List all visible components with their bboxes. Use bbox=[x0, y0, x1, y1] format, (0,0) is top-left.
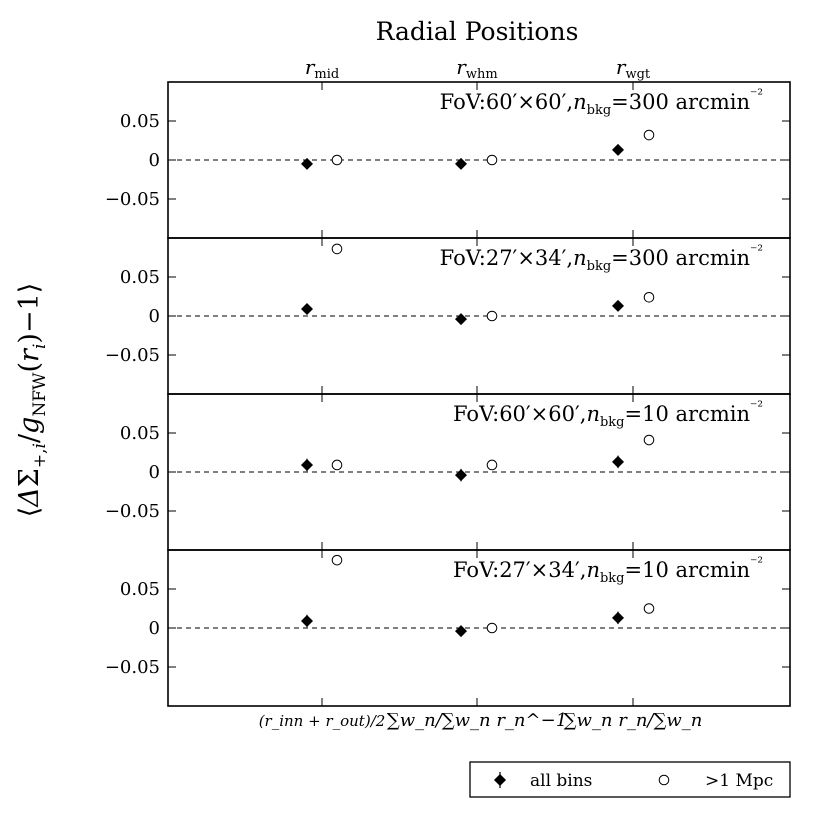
y-tick-label: 0.05 bbox=[120, 423, 160, 444]
diamond-marker bbox=[455, 157, 467, 170]
all-bins-point bbox=[301, 614, 313, 628]
y-tick-label: −0.05 bbox=[105, 501, 160, 522]
all-bins-point bbox=[301, 302, 313, 315]
y-tick-label: −0.05 bbox=[105, 189, 160, 210]
diamond-marker bbox=[455, 469, 467, 482]
diamond-marker bbox=[301, 302, 313, 315]
all-bins-point bbox=[612, 143, 624, 156]
y-tick-label: 0.05 bbox=[120, 111, 160, 132]
all-bins-point bbox=[301, 458, 313, 472]
diamond-marker bbox=[612, 611, 624, 624]
gt1mpc-point bbox=[331, 243, 343, 255]
legend: all bins >1 Mpc bbox=[469, 761, 791, 798]
diamond-marker bbox=[301, 458, 313, 471]
diamond-marker bbox=[301, 157, 313, 170]
panel-1: 0.05 0 −0.05 FoV:60′×60′,nbkg=300 arcmin⁻² bbox=[105, 81, 791, 239]
diamond-marker bbox=[301, 614, 313, 627]
gt1mpc-point bbox=[331, 459, 343, 471]
y-axis-label: ⟨ΔΣ+,i/gNFW(ri)−1⟩ bbox=[14, 283, 50, 518]
y-tick-label: 0 bbox=[149, 306, 160, 327]
gt1mpc-point bbox=[331, 554, 343, 566]
gt1mpc-point bbox=[643, 129, 655, 141]
gt1mpc-point bbox=[486, 154, 498, 166]
panel-4: 0.05 0 −0.05 FoV:27′×34′,nbkg=10 arcmin⁻² bbox=[105, 549, 791, 707]
chart-title: Radial Positions bbox=[376, 17, 579, 46]
diamond-marker bbox=[612, 143, 624, 156]
top-tick-label: rmid bbox=[305, 55, 339, 82]
all-bins-point bbox=[455, 157, 467, 170]
y-tick-label: 0 bbox=[149, 150, 160, 171]
legend-frame bbox=[469, 761, 791, 798]
top-tick-label: rwhm bbox=[456, 55, 497, 82]
diamond-marker bbox=[455, 313, 467, 326]
panel-2: 0.05 0 −0.05 FoV:27′×34′,nbkg=300 arcmin⁻² bbox=[105, 237, 791, 395]
legend-all-bins-label: all bins bbox=[530, 771, 592, 791]
diamond-marker bbox=[612, 455, 624, 468]
gt1mpc-point bbox=[486, 310, 498, 322]
diamond-marker bbox=[612, 299, 624, 312]
top-tick-label: rwgt bbox=[616, 55, 651, 82]
all-bins-point bbox=[612, 611, 624, 625]
diamond-marker bbox=[455, 625, 467, 638]
legend-gt1mpc-label: >1 Mpc bbox=[705, 771, 773, 791]
gt1mpc-point bbox=[486, 622, 498, 634]
gt1mpc-point bbox=[643, 603, 655, 614]
gt1mpc-point bbox=[486, 459, 498, 471]
y-tick-label: 0.05 bbox=[120, 267, 160, 288]
top-tick-labels: rmid rwhm rwgt bbox=[305, 55, 651, 82]
legend-gt1mpc-marker bbox=[658, 774, 670, 786]
all-bins-point bbox=[612, 455, 624, 469]
bottom-tick-label: (r_inn + r_out)/2 bbox=[259, 712, 386, 730]
y-tick-label: −0.05 bbox=[105, 657, 160, 678]
legend-all-bins-marker bbox=[494, 772, 506, 788]
bottom-tick-label: ∑w_n r_n/∑w_n bbox=[564, 710, 703, 731]
all-bins-point bbox=[612, 299, 624, 312]
y-tick-label: −0.05 bbox=[105, 345, 160, 366]
bottom-tick-labels: (r_inn + r_out)/2 ∑w_n/∑w_n r_n^−1∑w_n r_… bbox=[259, 710, 703, 731]
panel-label: FoV:27′×34′,nbkg=300 arcmin⁻² bbox=[440, 243, 763, 274]
panel-label: FoV:27′×34′,nbkg=10 arcmin⁻² bbox=[453, 555, 763, 586]
all-bins-point bbox=[455, 625, 467, 638]
y-tick-label: 0 bbox=[149, 462, 160, 483]
y-tick-label: 0 bbox=[149, 618, 160, 639]
panel-label: FoV:60′×60′,nbkg=10 arcmin⁻² bbox=[453, 399, 763, 430]
gt1mpc-point bbox=[331, 154, 343, 166]
bottom-tick-label: ∑w_n/∑w_n r_n^−1 bbox=[387, 710, 567, 731]
all-bins-point bbox=[455, 468, 467, 482]
gt1mpc-point bbox=[643, 291, 655, 303]
panel-3: 0.05 0 −0.05 FoV:60′×60′,nbkg=10 arcmin⁻² bbox=[105, 393, 791, 551]
all-bins-point bbox=[301, 157, 313, 170]
gt1mpc-point bbox=[643, 434, 655, 446]
all-bins-point bbox=[455, 313, 467, 326]
panel-label: FoV:60′×60′,nbkg=300 arcmin⁻² bbox=[440, 87, 763, 118]
y-tick-label: 0.05 bbox=[120, 579, 160, 600]
